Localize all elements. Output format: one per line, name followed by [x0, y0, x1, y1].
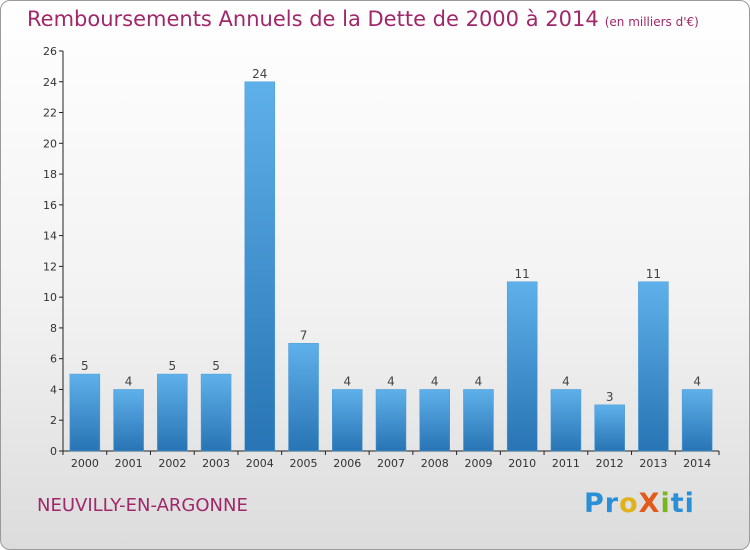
proxiti-logo: ProXiti: [584, 488, 695, 519]
x-tick-label-2008: 2008: [421, 457, 449, 470]
data-label-2013: 11: [646, 267, 661, 281]
y-tick-label: 20: [43, 137, 57, 150]
bar-2013: [638, 281, 669, 452]
logo-part-4: i: [660, 488, 671, 519]
x-tick-label-2005: 2005: [290, 457, 318, 470]
bar-2007: [375, 389, 407, 452]
data-label-2008: 4: [431, 374, 439, 388]
logo-part-1: Pr: [584, 488, 620, 519]
data-label-2009: 4: [475, 374, 483, 388]
x-tick-label-2011: 2011: [552, 457, 580, 470]
y-tick-label: 24: [43, 76, 57, 89]
bar-2008: [419, 389, 450, 452]
bar-2004: [244, 81, 276, 452]
x-tick-label-2000: 2000: [71, 457, 99, 470]
data-label-2014: 4: [693, 374, 701, 388]
chart-title-text: Remboursements Annuels de la Dette de 20…: [27, 7, 599, 31]
y-tick-label: 6: [50, 353, 57, 366]
x-tick-label-2012: 2012: [596, 457, 624, 470]
commune-name: NEUVILLY-EN-ARGONNE: [37, 495, 248, 516]
data-label-2012: 3: [606, 390, 614, 404]
logo-part-5: ti: [670, 488, 695, 519]
y-tick-label: 12: [43, 260, 57, 273]
x-tick-label-2014: 2014: [683, 457, 711, 470]
x-tick-label-2004: 2004: [246, 457, 274, 470]
bar-2000: [69, 373, 101, 452]
x-tick-label-2002: 2002: [158, 457, 186, 470]
y-tick-label: 0: [50, 445, 57, 458]
y-tick-label: 22: [43, 107, 57, 120]
bar-2009: [463, 389, 494, 452]
x-tick-label-2006: 2006: [333, 457, 361, 470]
logo-part-2: o: [619, 488, 639, 519]
data-label-2007: 4: [387, 374, 395, 388]
bar-2001: [113, 389, 144, 452]
bar-2006: [332, 389, 363, 452]
data-label-2003: 5: [212, 359, 220, 373]
bar-2012: [594, 404, 625, 452]
y-tick-label: 14: [43, 230, 57, 243]
x-tick-label-2003: 2003: [202, 457, 230, 470]
data-label-2004: 24: [252, 67, 267, 81]
x-tick-label-2001: 2001: [115, 457, 143, 470]
y-tick-label: 18: [43, 168, 57, 181]
bar-2005: [288, 343, 319, 452]
y-tick-label: 16: [43, 199, 57, 212]
x-tick-label-2013: 2013: [639, 457, 667, 470]
data-label-2010: 11: [515, 267, 530, 281]
bar-2003: [200, 373, 232, 452]
logo-part-3: X: [638, 488, 661, 519]
y-tick-label: 26: [43, 45, 57, 58]
y-tick-label: 4: [50, 383, 57, 396]
data-label-2001: 4: [125, 374, 133, 388]
data-label-2000: 5: [81, 359, 89, 373]
bar-2011: [550, 389, 582, 452]
x-tick-label-2009: 2009: [464, 457, 492, 470]
x-tick-label-2010: 2010: [508, 457, 536, 470]
x-tick-label-2007: 2007: [377, 457, 405, 470]
data-label-2002: 5: [169, 359, 177, 373]
bar-2010: [506, 281, 538, 452]
chart-title: Remboursements Annuels de la Dette de 20…: [27, 7, 699, 31]
data-label-2011: 4: [562, 374, 570, 388]
y-tick-label: 10: [43, 291, 57, 304]
data-label-2006: 4: [343, 374, 351, 388]
y-tick-label: 2: [50, 414, 57, 427]
chart-subtitle: (en milliers d'€): [604, 15, 699, 29]
bar-2014: [681, 389, 713, 452]
y-tick-label: 8: [50, 322, 57, 335]
data-label-2005: 7: [300, 328, 308, 342]
bar-2002: [157, 373, 188, 452]
